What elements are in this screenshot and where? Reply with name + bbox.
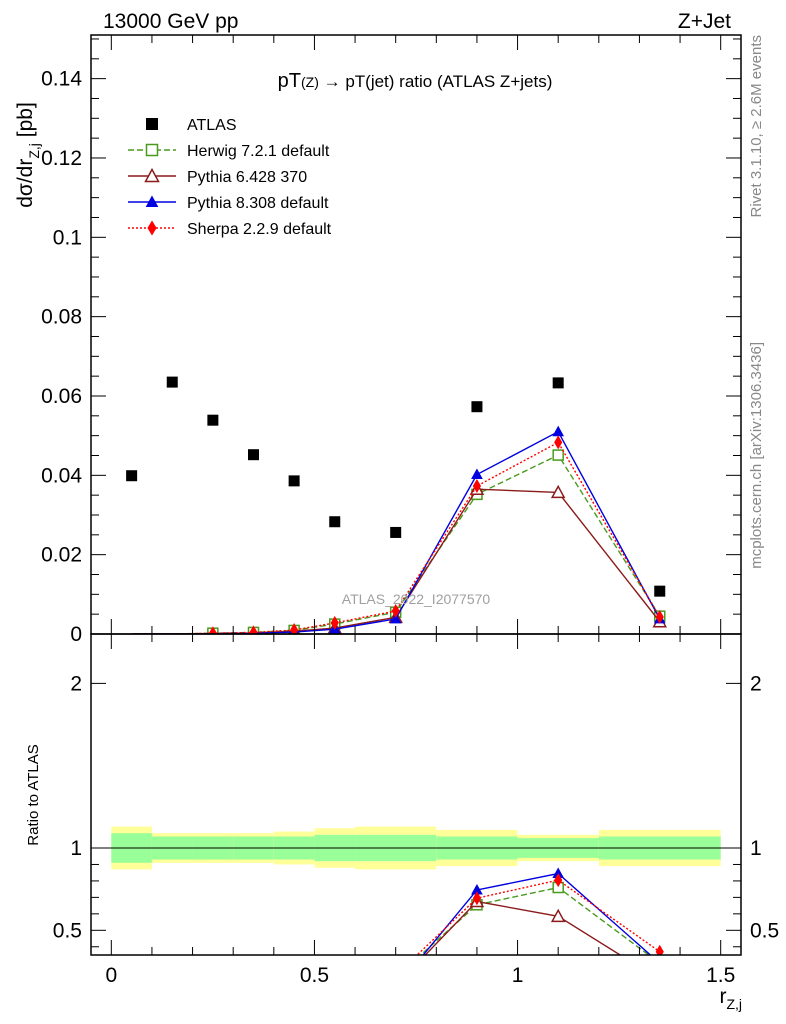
- ratio-plot-data: [91, 826, 741, 955]
- ratio-line-3: [416, 879, 661, 955]
- ratio-line-1: [424, 900, 622, 955]
- ratio-axis-label: Ratio to ATLAS: [25, 744, 42, 845]
- y-axis-label-sub: Z,j: [26, 143, 42, 159]
- legend-label: Sherpa 2.2.9 default: [187, 221, 332, 238]
- ratio-tick-label: 1: [70, 837, 82, 860]
- series-marker-3: [290, 623, 299, 634]
- y-tick-label: 0.1: [53, 226, 82, 249]
- legend-label: Pythia 6.428 370: [187, 169, 307, 186]
- series-marker-1: [550, 484, 566, 499]
- x-tick-label: 1.5: [706, 964, 735, 987]
- mcplots-label: mcplots.cern.ch [arXiv:1306.3436]: [748, 342, 765, 569]
- plot-title: pT(Z) → pT(jet) ratio (ATLAS Z+jets): [278, 70, 553, 92]
- data-point: [390, 526, 402, 538]
- x-tick-label: 0.5: [300, 964, 329, 987]
- y-tick-label: 0.02: [41, 544, 82, 567]
- data-point: [166, 376, 178, 388]
- legend-marker: [145, 143, 159, 157]
- ratio-marker-3: [655, 944, 664, 955]
- x-axis-label: rZ,j: [719, 985, 742, 1012]
- data-point: [329, 516, 341, 528]
- data-point: [654, 585, 666, 597]
- ratio-tick-label-right: 1: [750, 837, 762, 860]
- x-tick-label: 0: [105, 964, 117, 987]
- legend-label: Herwig 7.2.1 default: [187, 143, 330, 160]
- ratio-tick-label-right: 0.5: [750, 919, 779, 942]
- data-point: [207, 414, 219, 426]
- data-point: [552, 377, 564, 389]
- axis-ticks: 0 0.5 1 1.5 0 0.02 0.04 0.06 0.08 0.1 0.12 0.14 0.5 0…: [41, 35, 779, 987]
- legend-marker: [145, 195, 159, 207]
- ratio-line-0: [419, 886, 650, 955]
- y-tick-label: 0.06: [41, 385, 82, 408]
- y-tick-label: 0.04: [41, 464, 82, 487]
- x-axis-label-sub: Z,j: [726, 996, 742, 1012]
- series-marker-0: [552, 449, 564, 461]
- series-marker-3: [655, 609, 664, 624]
- ratio-plot-frame: [90, 633, 742, 956]
- y-tick-label: 0.14: [41, 68, 82, 91]
- ratio-line-2: [422, 872, 652, 955]
- ratio-tick-label: 2: [70, 672, 82, 695]
- legend-marker: [146, 118, 158, 130]
- data-point: [288, 475, 300, 487]
- y-tick-label: 0: [70, 623, 82, 646]
- plot-title-post: → pT(jet) ratio (ATLAS Z+jets): [319, 72, 552, 91]
- y-axis-label: dσ/drZ,j [pb]: [14, 102, 42, 208]
- process-label: Z+Jet: [678, 10, 731, 33]
- ratio-marker-3: [472, 891, 482, 906]
- y-tick-label: 0.08: [41, 306, 82, 329]
- ratio-marker-1: [550, 908, 566, 923]
- data-point: [248, 449, 259, 461]
- plot-title-pre: pT: [278, 70, 301, 92]
- x-axis-label-main: r: [719, 985, 726, 1008]
- series-marker-2: [389, 612, 402, 624]
- ratio-tick-label-right: 2: [750, 672, 762, 695]
- analysis-watermark: ATLAS_2022_I2077570: [342, 591, 491, 607]
- legend-label: Pythia 8.308 default: [187, 195, 329, 212]
- series-marker-3: [472, 479, 482, 494]
- ratio-tick-label: 0.5: [53, 919, 82, 942]
- series-marker-3: [330, 615, 339, 630]
- data-point: [126, 470, 138, 482]
- series-marker-3: [249, 625, 258, 634]
- data-point: [471, 401, 483, 413]
- x-tick-label: 1: [512, 964, 524, 987]
- legend-marker: [144, 167, 160, 183]
- plot-title-sub: (Z): [301, 74, 319, 90]
- series-marker-3: [554, 435, 563, 450]
- series-marker-2: [471, 468, 483, 480]
- rivet-version-label: Rivet 3.1.10, ≥ 2.6M events: [748, 35, 765, 218]
- y-axis-label-unit: [pb]: [14, 102, 37, 143]
- series-marker-3: [391, 603, 400, 618]
- collision-energy-label: 13000 GeV pp: [103, 10, 238, 33]
- ratio-marker-3: [554, 873, 563, 888]
- series-marker-2: [552, 425, 565, 437]
- legend-label: ATLAS: [187, 117, 237, 134]
- y-tick-label: 0.12: [41, 147, 82, 170]
- legend: ATLAS Herwig 7.2.1 default Pythia 6.428 37…: [128, 117, 332, 238]
- legend-marker: [147, 220, 157, 236]
- series-marker-3: [208, 626, 217, 634]
- y-axis-label-main: dσ/dr: [14, 159, 37, 208]
